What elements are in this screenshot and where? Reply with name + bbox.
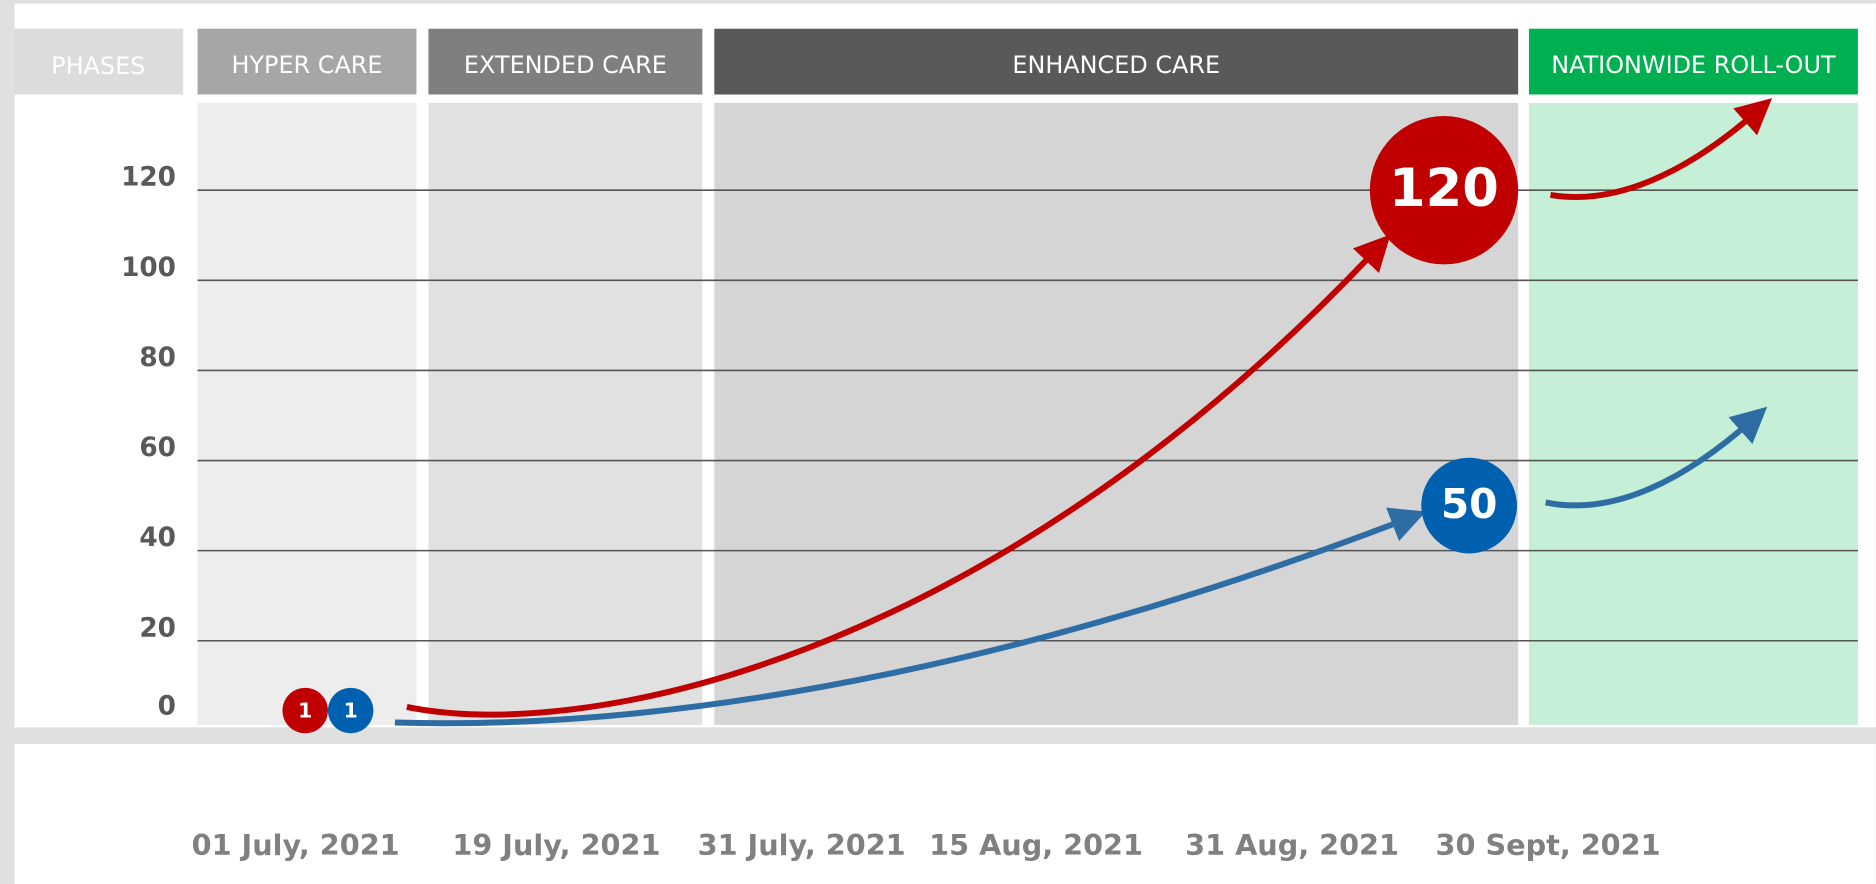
y-tick-label: 60 xyxy=(139,433,176,463)
y-tick-label: 80 xyxy=(139,343,176,373)
dates: 01 July, 2021 19 July, 2021 31 July, 2021 1… xyxy=(192,828,1661,862)
phase-name: NATIONWIDE ROLL-OUT xyxy=(1551,51,1836,79)
trend-arrow xyxy=(394,507,1427,727)
phase-header xyxy=(1528,28,1858,95)
date-label: 31 July, 2021 xyxy=(698,828,906,862)
value-label: 50 xyxy=(1441,480,1498,528)
value-bubble xyxy=(1369,116,1519,265)
y-tick-label: 100 xyxy=(121,253,176,283)
value-label: 1 xyxy=(344,699,358,723)
date-label: 31 Aug, 2021 xyxy=(1185,828,1399,862)
phase-column xyxy=(197,102,417,725)
grid: 0 20 40 60 80 100 120 xyxy=(121,163,1858,721)
phase-column xyxy=(428,102,703,725)
phase-name: ENHANCED CARE xyxy=(1012,51,1220,79)
phase-column xyxy=(1528,102,1858,725)
value-bubble xyxy=(1421,457,1517,554)
phase-columns: HYPER CARE EXTENDED CARE ENHANCED CARE NATI… xyxy=(197,28,1858,725)
phase-header xyxy=(714,28,1519,95)
phase-header xyxy=(197,28,417,95)
y-tick-label: 120 xyxy=(121,163,176,193)
date-label: 30 Sept, 2021 xyxy=(1436,828,1661,862)
date-label: 15 Aug, 2021 xyxy=(929,828,1143,862)
y-tick-label: 0 xyxy=(158,691,176,721)
phase-header xyxy=(428,28,703,95)
value-bubble xyxy=(282,687,328,734)
date-label: 19 July, 2021 xyxy=(452,828,660,862)
y-tick-label: 40 xyxy=(139,523,176,553)
trend-arrow xyxy=(1549,98,1773,201)
phases-label: PHASES xyxy=(51,52,145,80)
y-tick-label: 20 xyxy=(139,613,176,643)
value-bubble xyxy=(327,687,374,734)
phase-name: EXTENDED CARE xyxy=(464,51,667,79)
markers: 1 120 1 50 xyxy=(282,116,1519,734)
date-panel xyxy=(14,744,1876,884)
value-label: 1 xyxy=(298,699,312,723)
trend-arrow xyxy=(1545,406,1768,509)
value-label: 120 xyxy=(1389,158,1499,219)
phases-box xyxy=(14,28,184,95)
trend-arrow xyxy=(406,234,1391,718)
date-label: 01 July, 2021 xyxy=(192,828,400,862)
phase-name: HYPER CARE xyxy=(231,51,382,79)
trend-arrows xyxy=(394,98,1773,727)
